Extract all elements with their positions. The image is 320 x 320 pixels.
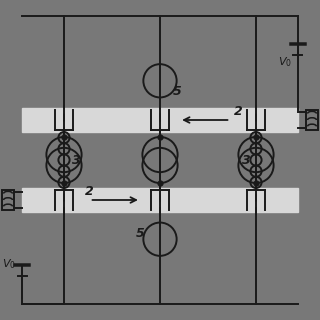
Text: 3: 3 [242,154,250,166]
Bar [3,190,14,210]
Bar [22,108,298,132]
Bar [22,188,298,212]
Text: 2: 2 [234,105,242,118]
Text: 2: 2 [85,185,93,198]
Text: 5: 5 [136,227,145,240]
Text: $V_0$: $V_0$ [278,55,292,69]
Text: $V_0$: $V_0$ [2,257,16,271]
Bar [307,110,317,130]
Text: 5: 5 [173,85,181,98]
Text: 3: 3 [72,154,81,166]
